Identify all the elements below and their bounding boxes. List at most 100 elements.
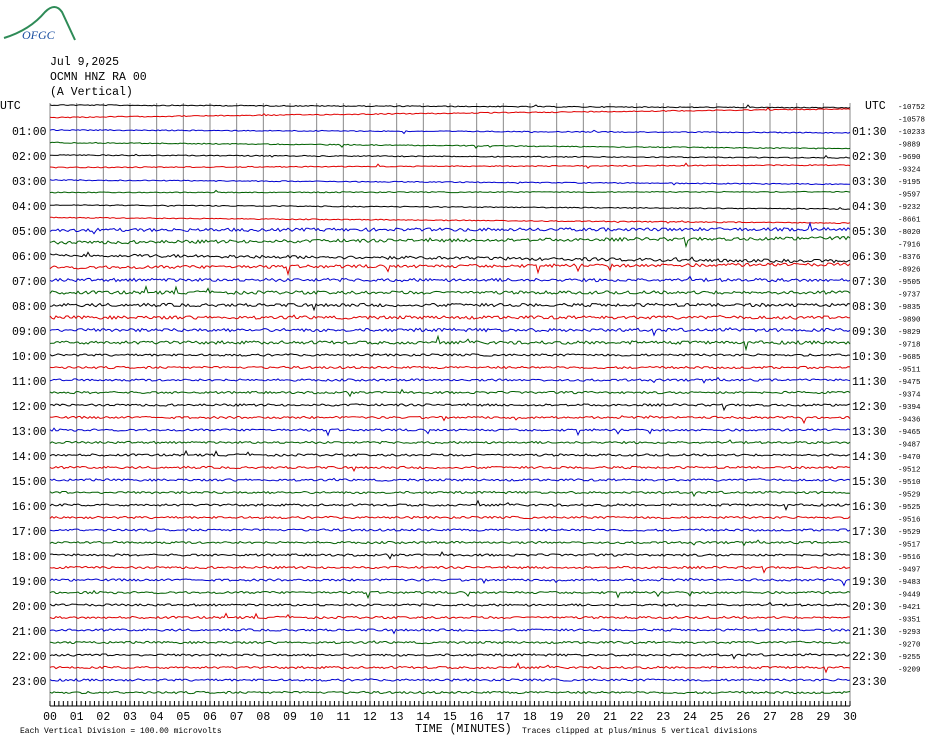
x-tick-label: 04 [150, 711, 164, 724]
trace-offset: -9889 [898, 141, 921, 149]
trace-offset: -7916 [898, 241, 921, 249]
trace-offset: -8926 [898, 266, 921, 274]
left-time-label: 07:00 [12, 276, 47, 289]
left-time-label: 02:00 [12, 151, 47, 164]
trace [49, 388, 851, 398]
x-tick-label: 15 [443, 711, 457, 724]
right-time-label: 14:30 [852, 451, 887, 464]
trace-offset: -9394 [898, 404, 921, 412]
left-time-label: 15:00 [12, 476, 47, 489]
trace-offset: -9351 [898, 616, 921, 624]
trace [49, 662, 851, 674]
right-time-label: 18:30 [852, 551, 887, 564]
trace [49, 216, 851, 224]
x-tick-label: 19 [550, 711, 564, 724]
trace-offset: -9475 [898, 379, 921, 387]
trace-offset: -9421 [898, 604, 921, 612]
right-time-label: 03:30 [852, 176, 887, 189]
left-axis-title: UTC [0, 100, 21, 113]
trace-offset: -9737 [898, 291, 921, 299]
trace-offset: -8661 [898, 216, 921, 224]
right-time-label: 23:30 [852, 676, 887, 689]
x-tick-label: 08 [256, 711, 270, 724]
trace-offset: -9516 [898, 554, 921, 562]
x-tick-label: 09 [283, 711, 297, 724]
trace [49, 262, 851, 277]
left-time-label: 06:00 [12, 251, 47, 264]
x-tick-label: 17 [496, 711, 510, 724]
left-time-label: 13:00 [12, 426, 47, 439]
right-time-label: 02:30 [852, 151, 887, 164]
trace-offset: -9517 [898, 541, 921, 549]
x-tick-label: 05 [176, 711, 190, 724]
trace [49, 465, 851, 472]
trace [49, 314, 851, 320]
trace-offset: -9232 [898, 204, 921, 212]
x-tick-label: 01 [70, 711, 84, 724]
right-time-label: 05:30 [852, 226, 887, 239]
trace-offset: -9465 [898, 429, 921, 437]
right-time-label: 21:30 [852, 626, 887, 639]
trace-offset: -9324 [898, 166, 921, 174]
trace [49, 235, 851, 249]
trace [49, 539, 851, 547]
trace-offset: -9835 [898, 304, 921, 312]
x-tick-label: 07 [230, 711, 244, 724]
left-time-label: 19:00 [12, 576, 47, 589]
x-tick-label: 21 [603, 711, 617, 724]
left-time-label: 23:00 [12, 676, 47, 689]
component: (A Vertical) [50, 86, 133, 99]
trace-offset: -9829 [898, 329, 921, 337]
trace [49, 189, 851, 194]
trace [49, 515, 851, 520]
trace-offset: -10578 [898, 116, 925, 124]
x-tick-label: 29 [816, 711, 830, 724]
trace-offset: -9525 [898, 504, 921, 512]
x-tick-label: 02 [96, 711, 110, 724]
left-time-label: 20:00 [12, 601, 47, 614]
trace-offset: -9487 [898, 441, 921, 449]
trace [49, 499, 851, 512]
trace [49, 678, 851, 682]
trace-offset: -9195 [898, 179, 921, 187]
right-time-label: 12:30 [852, 401, 887, 414]
trace [49, 612, 851, 620]
trace-offset: -9270 [898, 641, 921, 649]
trace-offset: -9529 [898, 529, 921, 537]
clip-note: Traces clipped at plus/minus 5 vertical … [522, 727, 757, 736]
trace [49, 477, 851, 482]
right-time-label: 22:30 [852, 651, 887, 664]
x-tick-label: 00 [43, 711, 57, 724]
trace [49, 402, 851, 412]
trace [49, 334, 851, 352]
right-time-label: 07:30 [852, 276, 887, 289]
x-tick-label: 13 [390, 711, 404, 724]
trace [49, 652, 851, 660]
trace [49, 551, 851, 560]
trace-offset: -9255 [898, 654, 921, 662]
x-tick-label: 12 [363, 711, 377, 724]
left-time-label: 11:00 [12, 376, 47, 389]
trace-offset: -9505 [898, 279, 921, 287]
x-tick-label: 25 [710, 711, 724, 724]
x-tick-label: 11 [336, 711, 350, 724]
trace [49, 490, 851, 498]
trace [49, 104, 851, 109]
trace [49, 353, 851, 357]
left-time-label: 09:00 [12, 326, 47, 339]
trace-offset: -9293 [898, 629, 921, 637]
right-time-label: 09:30 [852, 326, 887, 339]
right-time-label: 04:30 [852, 201, 887, 214]
logo-curve [3, 6, 76, 41]
trace [49, 285, 851, 296]
trace-offset: -9511 [898, 366, 921, 374]
trace-offset: -10233 [898, 129, 926, 137]
right-time-label: 20:30 [852, 601, 887, 614]
trace [49, 275, 851, 283]
date: Jul 9,2025 [50, 56, 119, 69]
trace [49, 427, 851, 437]
trace [49, 601, 851, 607]
left-time-label: 17:00 [12, 526, 47, 539]
trace [49, 690, 851, 695]
x-tick-label: 06 [203, 711, 217, 724]
